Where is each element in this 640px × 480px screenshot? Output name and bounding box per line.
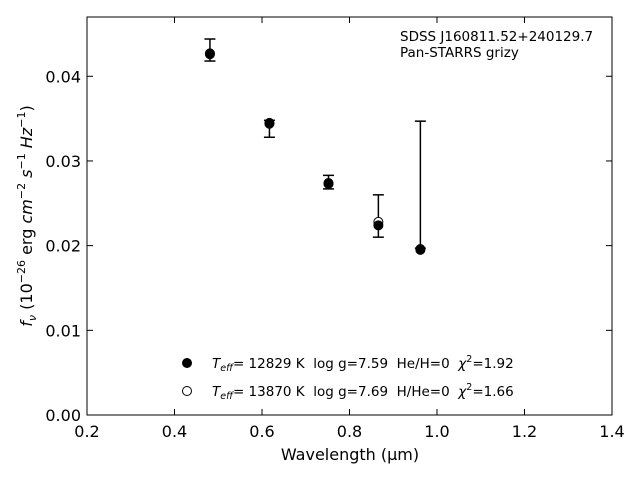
axis-ticks: 0.2 0.4 0.6 0.8 1.0 1.2 1.4 0.00 0.01 0.02 0.03 0.0… (45, 17, 625, 441)
model-point-filled (264, 117, 275, 128)
object-name: SDSS J160811.52+240129.7 (400, 29, 593, 45)
legend-entry-2: Teff= 13870 K log g=7.69 H/He=0 χ2=1.66 (212, 382, 514, 402)
model-point-filled (323, 177, 334, 188)
y-tick-label: 0.01 (45, 321, 81, 340)
x-tick-label: 0.6 (249, 422, 274, 441)
x-tick-label: 0.2 (74, 422, 99, 441)
legend-marker-open (182, 386, 192, 396)
y-tick-label: 0.02 (45, 237, 81, 256)
x-axis-label: Wavelength (μm) (281, 445, 419, 464)
legend-marker-filled (182, 358, 192, 368)
y-tick-label: 0.04 (45, 67, 81, 86)
model-point-filled (204, 48, 215, 59)
error-bars (204, 38, 426, 249)
legend: Teff= 12829 K log g=7.59 He/H=0 χ2=1.92 … (182, 354, 514, 402)
legend-entry-1: Teff= 12829 K log g=7.59 He/H=0 χ2=1.92 (212, 354, 514, 374)
x-tick-label: 0.8 (337, 422, 362, 441)
x-tick-label: 1.4 (599, 422, 624, 441)
model-point-filled (373, 220, 384, 231)
x-tick-label: 1.2 (512, 422, 537, 441)
y-tick-label: 0.00 (45, 406, 81, 425)
model-point-filled (415, 244, 426, 255)
y-axis-label: fν (10−26 erg cm−2 s−1 Hz−1) (15, 105, 39, 326)
survey-name: Pan-STARRS grizy (400, 45, 519, 61)
data-points (204, 48, 426, 255)
x-tick-label: 0.4 (162, 422, 187, 441)
x-tick-label: 1.0 (424, 422, 449, 441)
y-tick-label: 0.03 (45, 152, 81, 171)
